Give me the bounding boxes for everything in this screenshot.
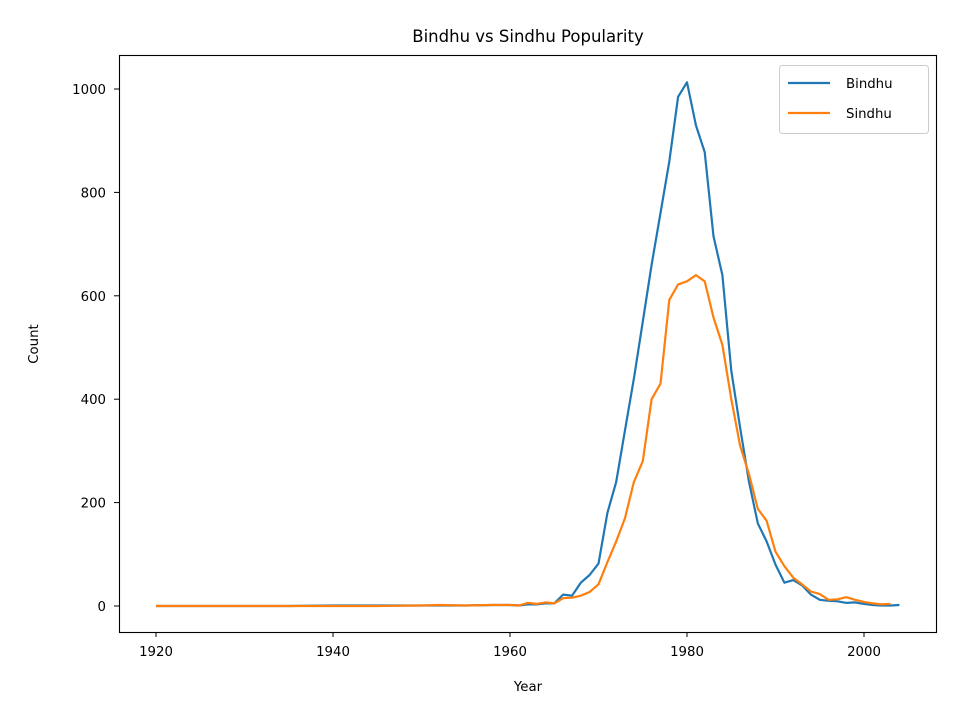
legend-label-sindhu: Sindhu: [846, 107, 892, 122]
x-tick-label: 1980: [670, 645, 704, 660]
y-tick-label: 800: [81, 186, 106, 201]
y-tick-label: 200: [81, 497, 106, 512]
legend: Bindhu Sindhu: [779, 65, 929, 134]
x-axis-label: Year: [513, 680, 543, 695]
x-tick-label: 1920: [139, 645, 173, 660]
series-line-sindhu: [156, 274, 891, 608]
x-axis: 1920 1940 1960 1980 2000: [139, 632, 881, 660]
x-tick-label: 1940: [316, 645, 350, 660]
y-tick-label: 400: [81, 393, 106, 408]
y-tick-label: 1000: [72, 83, 106, 98]
y-tick-label: 0: [98, 600, 106, 615]
legend-box: [779, 65, 929, 134]
chart-title: Bindhu vs Sindhu Popularity: [412, 27, 644, 46]
plot-frame: [118, 54, 938, 634]
y-tick-label: 600: [81, 290, 106, 305]
x-tick-label: 2000: [847, 645, 881, 660]
y-axis-label: Count: [27, 324, 42, 364]
x-tick-label: 1960: [493, 645, 527, 660]
legend-label-bindhu: Bindhu: [846, 77, 893, 92]
y-axis: 0 200 400 600 800 1000: [72, 83, 119, 615]
series-layer: [156, 81, 900, 608]
